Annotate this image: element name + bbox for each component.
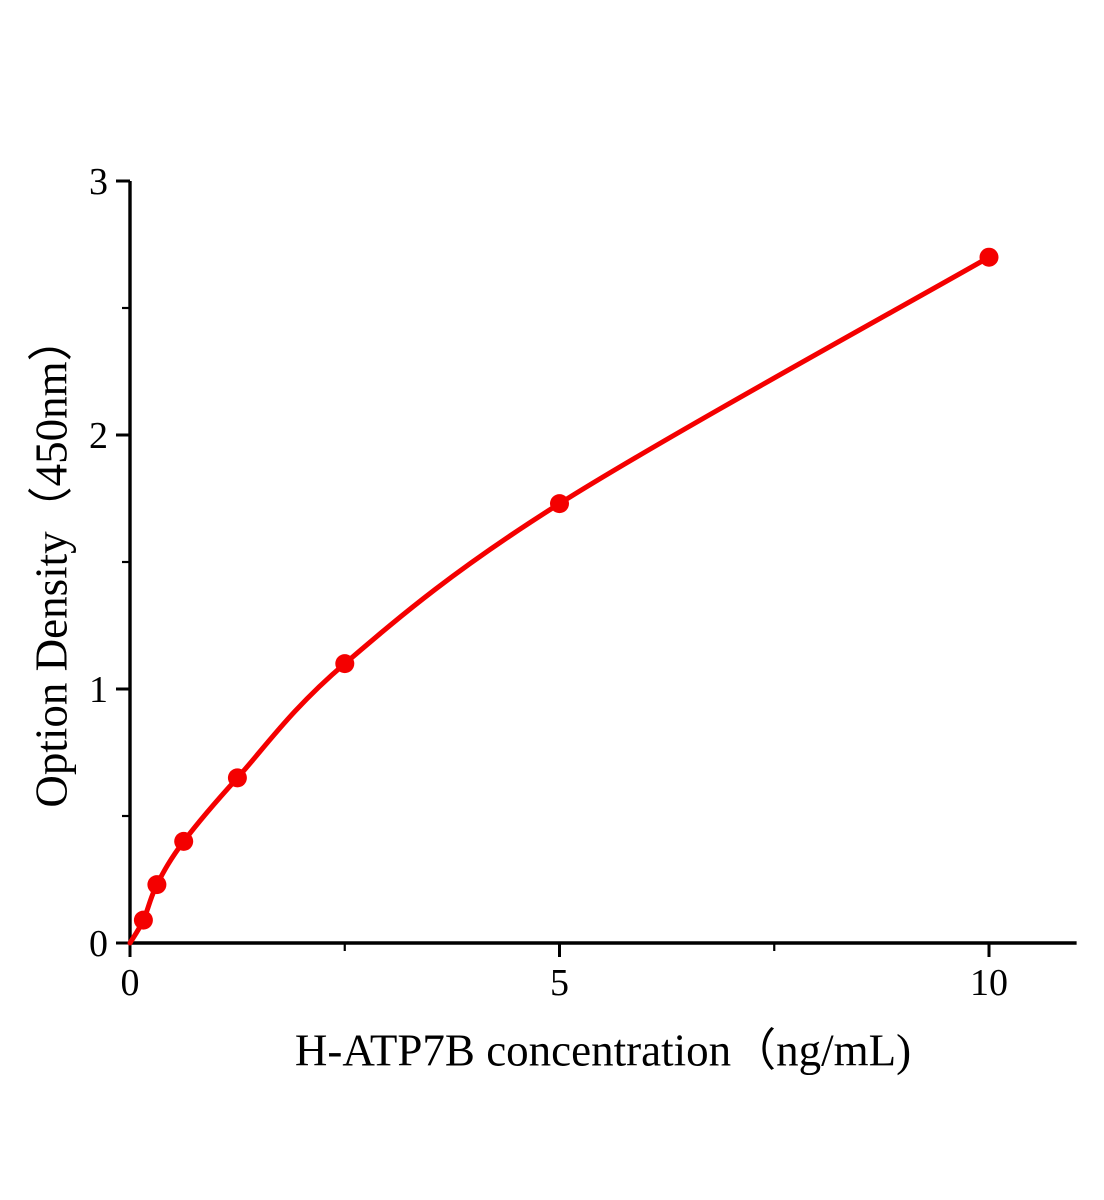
data-point — [133, 910, 153, 930]
data-point — [174, 831, 194, 851]
x-tick-label: 10 — [970, 962, 1008, 1004]
x-tick-label: 0 — [121, 962, 140, 1004]
y-tick-label: 3 — [89, 161, 108, 203]
y-tick-label: 1 — [89, 669, 108, 711]
data-point — [979, 247, 999, 267]
y-tick-label: 2 — [89, 415, 108, 457]
y-axis-title: Option Density（450nm） — [26, 316, 77, 808]
standard-curve — [127, 254, 992, 946]
data-point — [147, 875, 167, 895]
data-point — [550, 494, 569, 514]
y-tick-label: 0 — [89, 923, 108, 965]
x-tick-label: 5 — [550, 962, 569, 1004]
data-point — [227, 768, 247, 788]
x-axis-title: H-ATP7B concentration（ng/mL) — [294, 1025, 912, 1076]
data-point — [335, 654, 355, 674]
